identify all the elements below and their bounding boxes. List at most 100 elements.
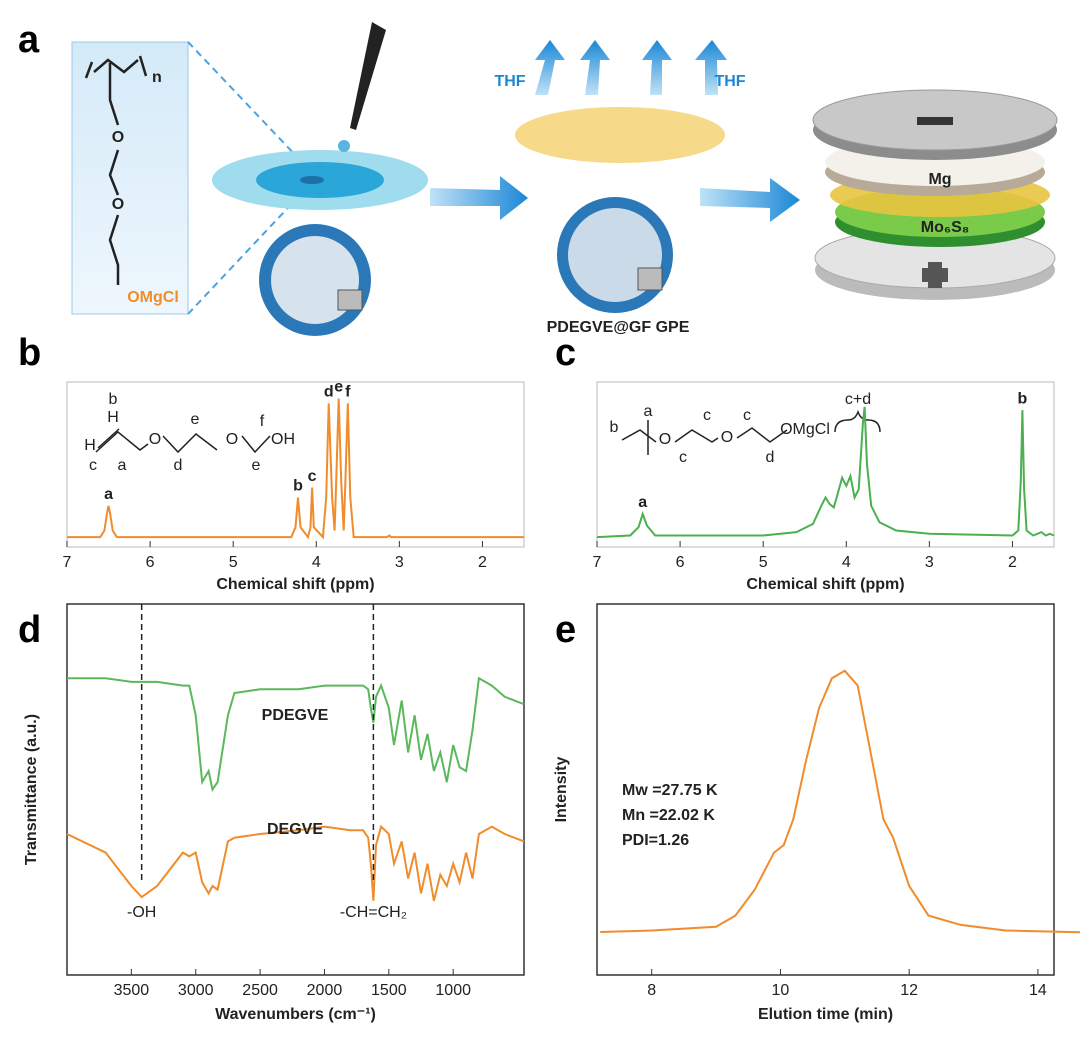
droplet bbox=[338, 140, 350, 152]
annotation: PDI=1.26 bbox=[622, 832, 689, 849]
minus-sign bbox=[917, 117, 953, 125]
x-tick-label: 3 bbox=[395, 554, 404, 571]
zoom-line bbox=[187, 41, 301, 315]
inset-label: OMgCl bbox=[780, 421, 830, 438]
vapor-arrows bbox=[535, 40, 727, 95]
x-tick-label: 10 bbox=[772, 982, 790, 999]
membrane bbox=[515, 107, 725, 163]
atom: O bbox=[112, 196, 124, 213]
peak-label: a bbox=[638, 494, 647, 511]
series-label: PDEGVE bbox=[262, 707, 329, 724]
inset-label: O bbox=[149, 431, 161, 448]
panel-label: a bbox=[18, 19, 40, 61]
drop-spot bbox=[300, 176, 324, 184]
cathode-label: Mo₆S₈ bbox=[921, 219, 970, 236]
plot-frame bbox=[66, 381, 525, 548]
x-tick-label: 6 bbox=[146, 554, 155, 571]
inset-label: O bbox=[721, 429, 733, 446]
monomer-box bbox=[71, 41, 189, 315]
x-tick-label: 6 bbox=[676, 554, 685, 571]
inset-label: OH bbox=[271, 431, 295, 448]
inset-label: b bbox=[109, 391, 118, 408]
marker-label: -OH bbox=[127, 904, 156, 921]
x-tick-label: 3000 bbox=[178, 982, 214, 999]
inset-label: c bbox=[679, 449, 687, 466]
structure bbox=[621, 409, 881, 455]
inset-label: b bbox=[610, 419, 619, 436]
x-tick-label: 12 bbox=[900, 982, 918, 999]
backbone bbox=[84, 55, 148, 79]
x-tick-label: 1500 bbox=[371, 982, 407, 999]
inset-label: c bbox=[743, 407, 751, 424]
panel-label: d bbox=[18, 609, 41, 651]
inset-label: f bbox=[260, 413, 265, 430]
x-tick-label: 7 bbox=[63, 554, 72, 571]
x-tick-label: 14 bbox=[1029, 982, 1047, 999]
solvent: THF bbox=[714, 73, 745, 90]
line bbox=[600, 669, 1080, 934]
series-label: DEGVE bbox=[267, 821, 323, 838]
solvent: THF bbox=[494, 73, 525, 90]
peak-label: e bbox=[334, 379, 343, 396]
plus-sign bbox=[922, 268, 948, 282]
inset-label: e bbox=[191, 411, 200, 428]
structure bbox=[95, 431, 149, 453]
line bbox=[67, 398, 524, 540]
pipette bbox=[350, 22, 386, 130]
line bbox=[66, 824, 525, 902]
y-axis-label: Transmittance (a.u.) bbox=[23, 714, 40, 865]
inset-label: c+d bbox=[845, 391, 871, 408]
peak-label: c bbox=[308, 468, 317, 485]
x-tick-label: 2 bbox=[1008, 554, 1017, 571]
inset-label: O bbox=[659, 431, 671, 448]
atom: O bbox=[112, 129, 124, 146]
peak-label: f bbox=[345, 384, 351, 401]
annotation: Mn =22.02 K bbox=[622, 807, 715, 824]
inset-label: d bbox=[174, 457, 183, 474]
x-tick-label: 4 bbox=[312, 554, 321, 571]
panel-label: e bbox=[555, 609, 576, 651]
anode-label: Mg bbox=[928, 171, 951, 188]
inset-label: H bbox=[84, 437, 96, 454]
inset-label: a bbox=[118, 457, 127, 474]
plot-frame bbox=[66, 603, 525, 976]
peak-label: d bbox=[324, 384, 334, 401]
x-tick-label: 2000 bbox=[307, 982, 343, 999]
structure bbox=[97, 428, 271, 454]
peak-label: b bbox=[293, 478, 303, 495]
clip bbox=[337, 289, 363, 311]
peak-label: b bbox=[1018, 390, 1028, 407]
line bbox=[596, 406, 1055, 539]
inset-label: c bbox=[89, 457, 97, 474]
plot-frame bbox=[596, 381, 1055, 548]
membrane-label: PDEGVE@GF GPE bbox=[547, 319, 690, 336]
peak-label: a bbox=[104, 486, 113, 503]
x-axis-label: Elution time (min) bbox=[758, 1006, 893, 1023]
inset-label: a bbox=[644, 403, 653, 420]
photo-inner bbox=[271, 236, 359, 324]
x-axis-label: Wavenumbers (cm⁻¹) bbox=[215, 1006, 376, 1023]
annotation: Mw =27.75 K bbox=[622, 782, 718, 799]
inset-label: e bbox=[252, 457, 261, 474]
marker-label: -CH=CH₂ bbox=[340, 904, 407, 921]
end-group: OMgCl bbox=[127, 289, 179, 306]
inset-label: O bbox=[226, 431, 238, 448]
inset-label: c bbox=[703, 407, 711, 424]
x-tick-label: 3500 bbox=[114, 982, 150, 999]
inset-label: H bbox=[107, 409, 119, 426]
x-tick-label: 3 bbox=[925, 554, 934, 571]
x-axis-label: Chemical shift (ppm) bbox=[746, 576, 904, 593]
scheme: n O O OMgCl THF THF PDEGVE@GF GPE bbox=[71, 22, 1058, 336]
clip bbox=[637, 267, 663, 291]
line bbox=[67, 676, 525, 792]
panel-label: c bbox=[555, 332, 576, 374]
arrow bbox=[700, 178, 800, 222]
inset-label: d bbox=[766, 449, 775, 466]
x-tick-label: 2500 bbox=[242, 982, 278, 999]
x-tick-label: 8 bbox=[647, 982, 656, 999]
x-tick-label: 5 bbox=[229, 554, 238, 571]
side-chain bbox=[108, 63, 120, 285]
x-tick-label: 5 bbox=[759, 554, 768, 571]
